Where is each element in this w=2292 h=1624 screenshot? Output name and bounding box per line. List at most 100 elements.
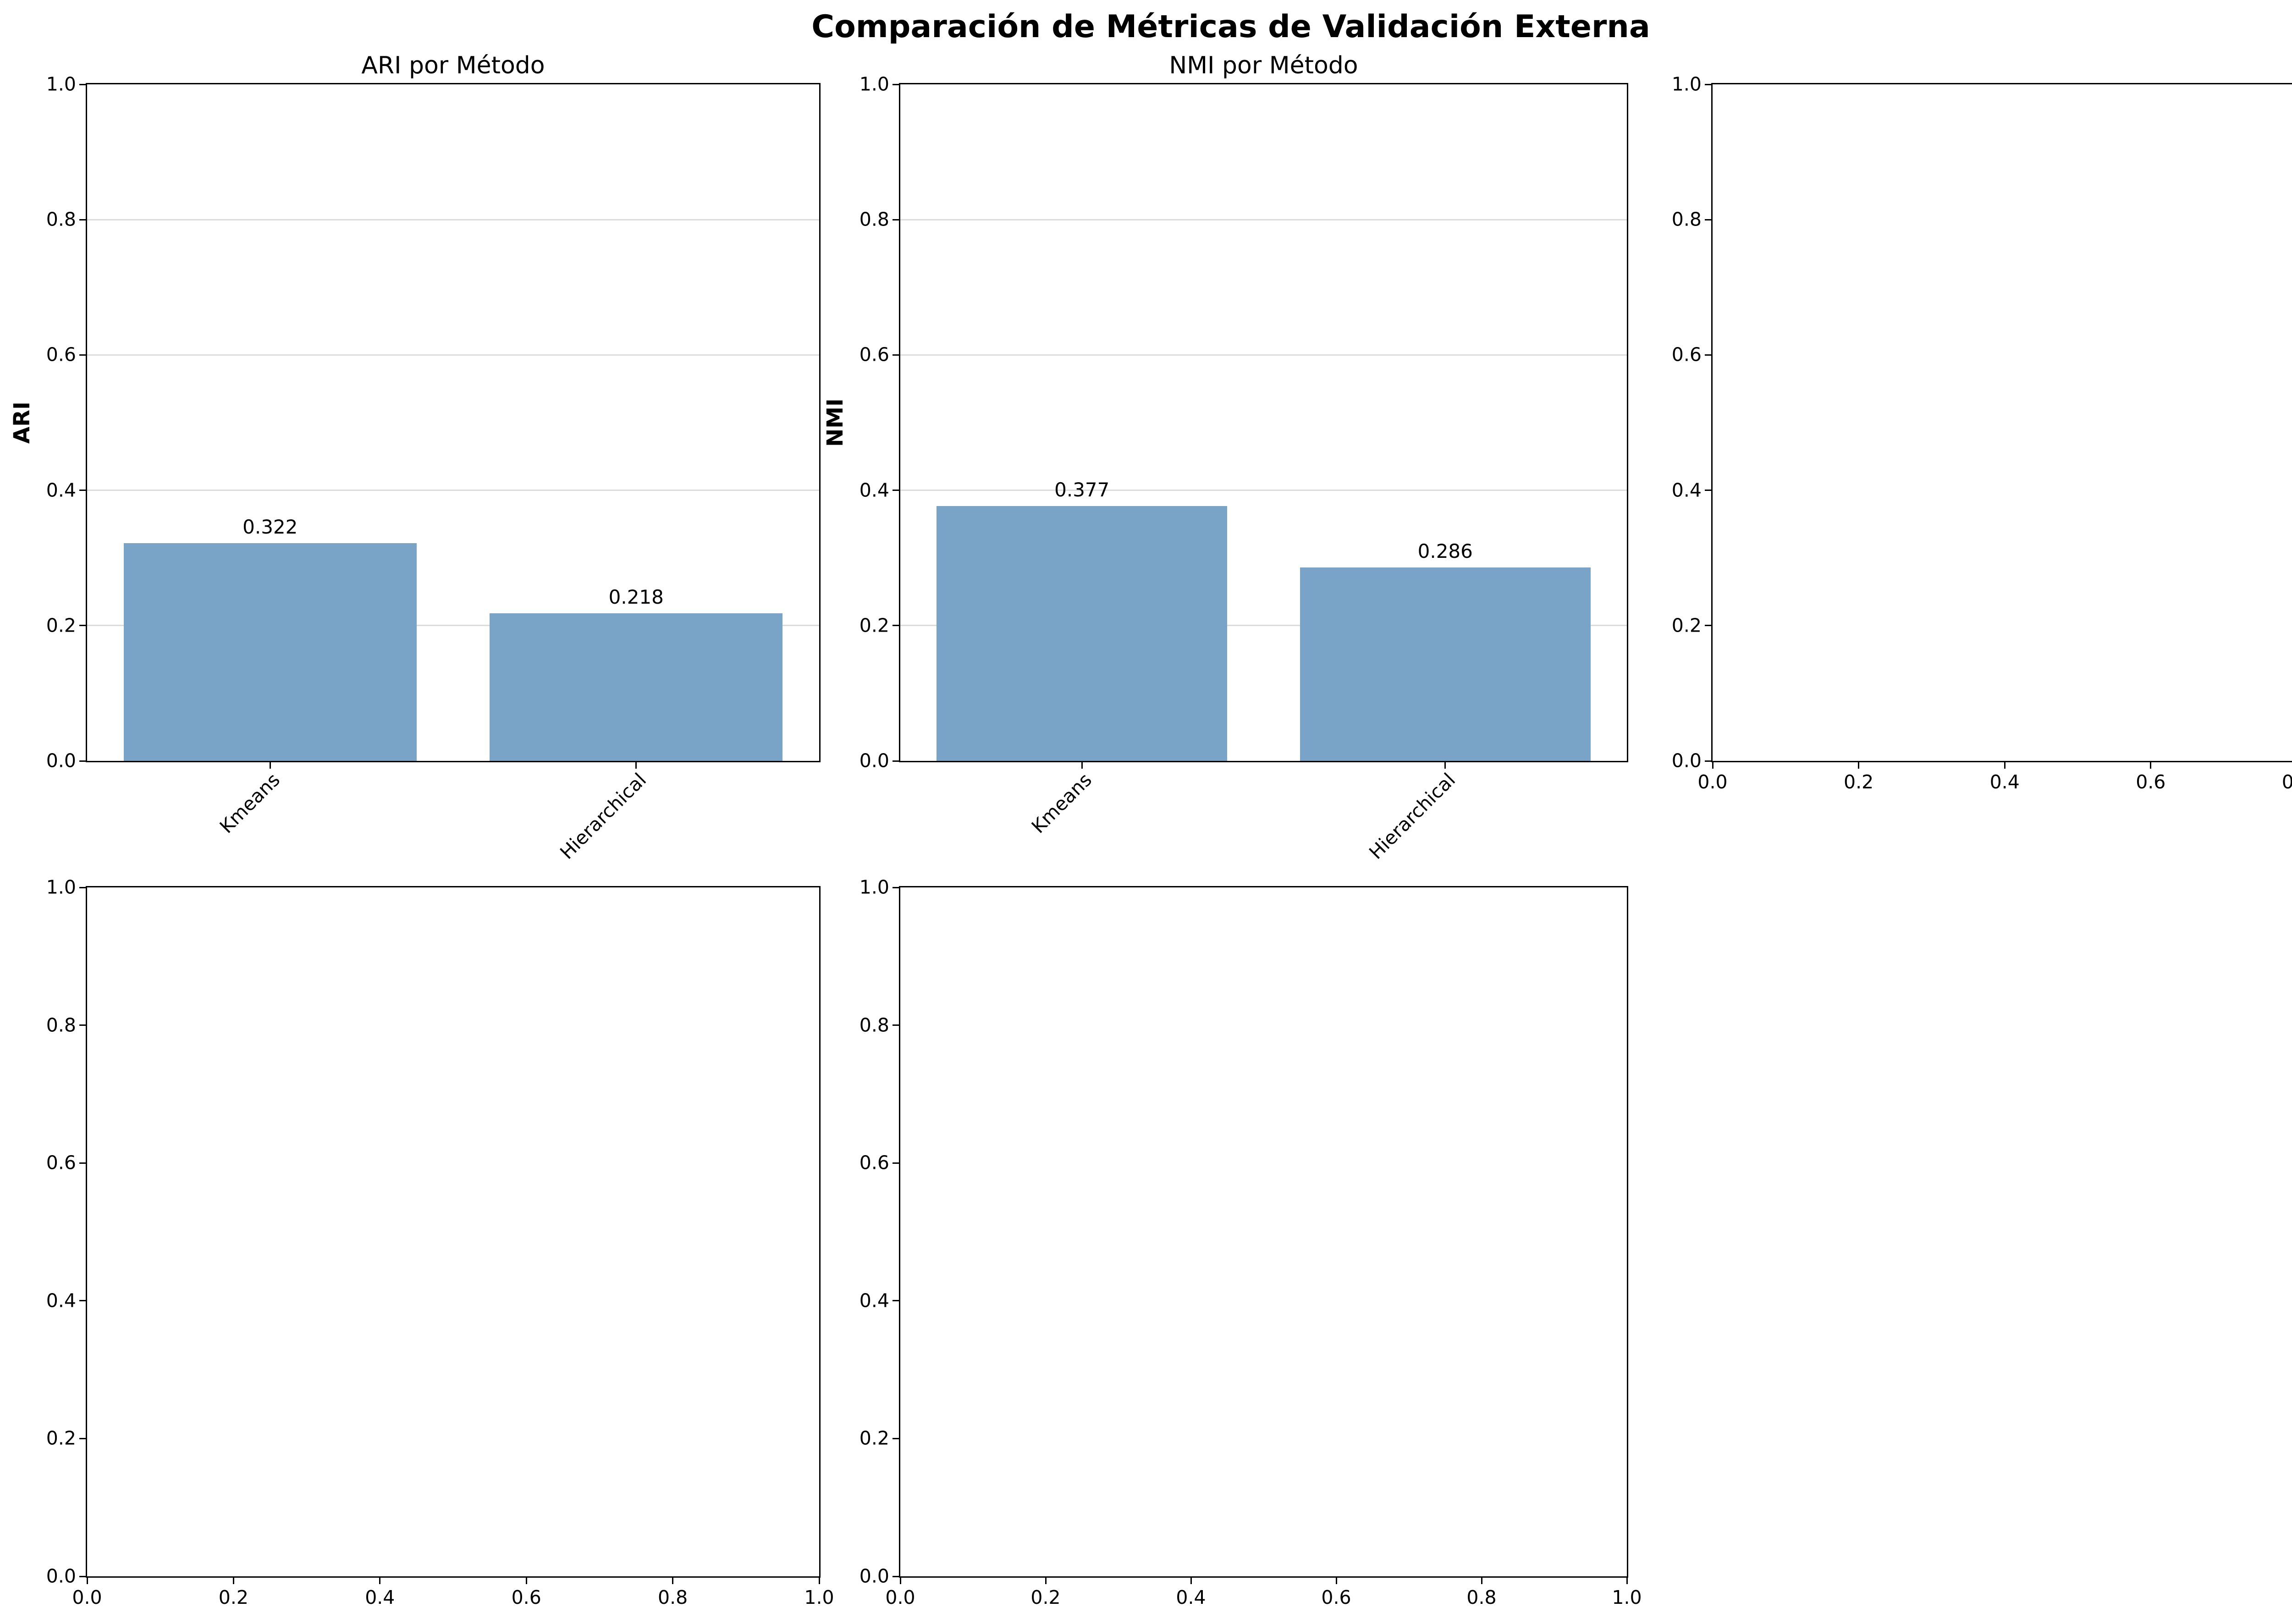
subplot-nmi-bar-chart: NMI por Método NMI 0.0 0.2 0.4 0.6 0.8 1.0 0.3…	[822, 52, 1628, 864]
x-tick-mark	[379, 1578, 381, 1584]
y-tick-label: 0.6	[1671, 343, 1702, 366]
y-tick-mark	[79, 625, 86, 627]
y-tick-mark	[1705, 625, 1711, 627]
y-tick-mark	[79, 490, 86, 491]
x-tick-label: 0.2	[1843, 771, 1874, 793]
y-tick-mark	[79, 760, 86, 762]
y-tick-label: 1.0	[1671, 73, 1702, 95]
y-tick-mark	[1705, 83, 1711, 85]
gridline	[900, 354, 1627, 356]
y-tick-label: 0.6	[46, 1151, 76, 1174]
y-tick-label: 0.8	[859, 1014, 889, 1036]
y-tick-mark	[893, 354, 899, 356]
x-tick-label: 0.8	[1466, 1586, 1497, 1608]
y-tick-label: 0.4	[46, 1289, 76, 1312]
x-category-label: Hierarchical	[1365, 769, 1460, 864]
subplot-empty-top-right: 0.00.20.40.60.81.00.00.20.40.60.81.0	[1672, 75, 2292, 792]
x-tick-mark	[1626, 1578, 1628, 1584]
y-tick-mark	[79, 1300, 86, 1302]
subplot-title: ARI por Método	[361, 52, 545, 79]
y-tick-mark	[79, 886, 86, 888]
y-tick-label: 0.0	[46, 749, 76, 772]
y-tick-mark	[893, 1437, 899, 1439]
y-tick-label: 0.4	[859, 479, 889, 501]
y-tick-mark	[79, 354, 86, 356]
x-tick-mark	[672, 1578, 674, 1584]
y-tick-mark	[893, 490, 899, 491]
y-tick-label: 1.0	[859, 73, 889, 95]
x-tick-mark	[2150, 762, 2152, 769]
y-tick-mark	[79, 219, 86, 220]
gridline	[87, 354, 819, 356]
bar-kmeans	[937, 506, 1228, 761]
x-tick-mark	[1081, 762, 1083, 769]
y-tick-label: 0.0	[859, 749, 889, 772]
y-tick-mark	[893, 1024, 899, 1026]
y-tick-label: 0.0	[859, 1565, 889, 1587]
y-tick-mark	[893, 625, 899, 627]
x-tick-label: 0.4	[1176, 1586, 1206, 1608]
y-tick-mark	[79, 1437, 86, 1439]
y-tick-label: 0.4	[859, 1289, 889, 1312]
y-tick-label: 0.8	[46, 1014, 76, 1036]
bar-value-label: 0.322	[242, 515, 298, 538]
y-tick-mark	[1705, 490, 1711, 491]
y-tick-label: 0.2	[859, 1427, 889, 1449]
x-tick-mark	[2004, 762, 2006, 769]
x-category-label: Hierarchical	[556, 769, 650, 864]
x-tick-label: 0.2	[1030, 1586, 1061, 1608]
gridline	[900, 490, 1627, 491]
x-tick-label: 0.4	[1989, 771, 2020, 793]
y-tick-mark	[1705, 760, 1711, 762]
y-tick-label: 1.0	[859, 876, 889, 898]
bar-value-label: 0.286	[1417, 539, 1473, 562]
y-tick-mark	[893, 760, 899, 762]
x-tick-mark	[86, 1578, 88, 1584]
gridline	[900, 625, 1627, 627]
x-tick-label: 0.6	[2136, 771, 2166, 793]
x-tick-label: 0.4	[365, 1586, 395, 1608]
x-tick-mark	[899, 1578, 901, 1584]
gridline	[87, 219, 819, 220]
y-tick-label: 0.0	[1671, 749, 1702, 772]
x-tick-mark	[1712, 762, 1713, 769]
gridline	[87, 490, 819, 491]
x-tick-label: 0.6	[1321, 1586, 1351, 1608]
x-category-label: Kmeans	[215, 769, 285, 838]
y-tick-mark	[79, 83, 86, 85]
bar-kmeans	[123, 543, 417, 761]
subplot-empty-bottom-left: 0.0 0.2 0.4 0.6 0.8 1.0 0.0 0.2 0.4 0.6 0.8 1.0	[46, 878, 834, 1607]
y-tick-mark	[893, 83, 899, 85]
x-tick-label: 1.0	[1612, 1586, 1642, 1608]
x-tick-mark	[1335, 1578, 1337, 1584]
y-tick-mark	[79, 1162, 86, 1164]
x-tick-label: 1.0	[804, 1586, 834, 1608]
y-tick-label: 0.2	[1671, 614, 1702, 637]
y-tick-label: 0.2	[46, 614, 76, 637]
y-tick-mark	[893, 1575, 899, 1577]
y-tick-label: 0.2	[859, 614, 889, 637]
y-axis-label: ARI	[9, 402, 35, 444]
x-tick-mark	[1190, 1578, 1192, 1584]
y-tick-label: 0.6	[859, 343, 889, 366]
y-tick-mark	[1705, 219, 1711, 220]
gridline	[900, 219, 1627, 220]
y-tick-label: 0.0	[46, 1565, 76, 1587]
x-tick-mark	[1045, 1578, 1047, 1584]
y-tick-mark	[893, 886, 899, 888]
y-tick-label: 0.8	[859, 208, 889, 231]
y-axis-label: NMI	[822, 398, 848, 447]
subplot-ari-bar-chart: ARI por Método ARI 0.0 0.2 0.4 0.6 0.8 1.0 0.3…	[9, 52, 821, 864]
figure-title: Comparación de Métricas de Validación Ex…	[811, 9, 1650, 45]
y-tick-label: 0.8	[46, 208, 76, 231]
y-tick-mark	[893, 1162, 899, 1164]
y-tick-mark	[1705, 354, 1711, 356]
bar-value-label: 0.377	[1054, 478, 1110, 501]
x-tick-label: 0.0	[885, 1586, 915, 1608]
y-tick-label: 0.6	[46, 343, 76, 366]
x-tick-label: 0.8	[2281, 771, 2292, 793]
y-tick-label: 1.0	[46, 876, 76, 898]
y-tick-label: 0.6	[859, 1151, 889, 1174]
gridline	[87, 625, 819, 627]
x-tick-mark	[1444, 762, 1446, 769]
